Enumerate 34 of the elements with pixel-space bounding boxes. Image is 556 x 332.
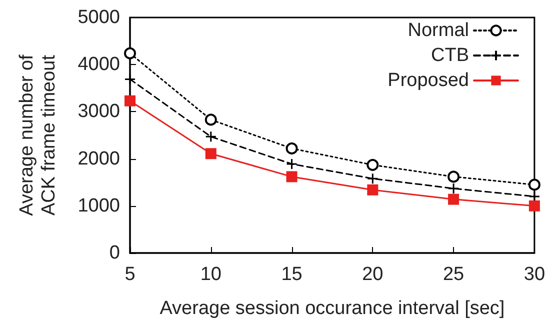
point <box>528 200 540 212</box>
point <box>448 170 460 183</box>
x-axis-title: Average session occurance interval [sec] <box>160 298 505 319</box>
y-tick-label: 1000 <box>78 195 120 216</box>
x-tick-label: 15 <box>281 264 302 285</box>
point <box>366 158 379 171</box>
point <box>366 172 378 184</box>
point <box>367 184 378 196</box>
point <box>205 148 216 160</box>
point <box>204 114 217 126</box>
x-tick-label: 20 <box>362 264 384 285</box>
point <box>124 95 136 106</box>
x-tick-label: 25 <box>442 264 464 285</box>
point <box>448 194 460 205</box>
y-axis-title: Average number of ACK frame timeout <box>16 54 60 216</box>
x-tick-label: 30 <box>524 264 546 285</box>
point <box>286 158 298 170</box>
legend-label: Normal <box>408 20 469 41</box>
x-tick-label: 10 <box>200 264 222 285</box>
point <box>124 73 136 85</box>
point <box>205 130 217 142</box>
y-tick-label: 3000 <box>78 101 120 122</box>
y-tick-label: 0 <box>109 242 120 264</box>
legend-label: Proposed <box>388 70 469 91</box>
point <box>448 182 460 194</box>
point <box>286 142 298 154</box>
y-tick-label: 4000 <box>78 54 120 76</box>
point <box>528 178 540 191</box>
y-tick-label: 5000 <box>78 7 120 28</box>
y-tick-label: 2000 <box>78 148 120 170</box>
point <box>124 47 136 60</box>
point <box>286 171 298 182</box>
x-tick-label: 5 <box>124 264 136 285</box>
legend-label: CTB <box>431 45 469 66</box>
